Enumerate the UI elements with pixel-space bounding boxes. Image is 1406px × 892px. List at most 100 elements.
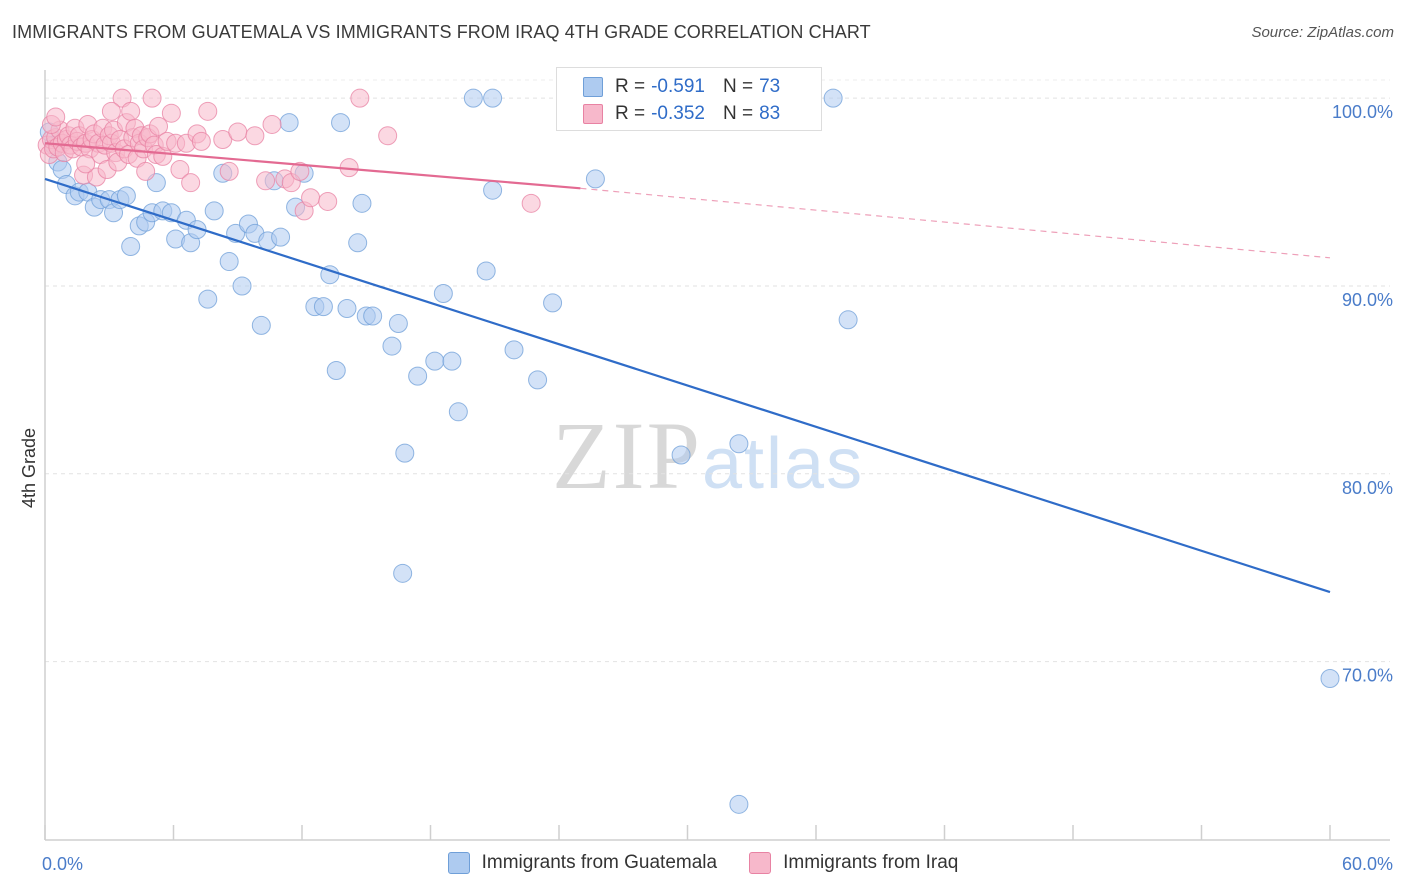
guatemala-point [337,299,357,319]
legend-item-guatemala[interactable]: Immigrants from Guatemala [447,852,718,874]
guatemala-point [408,366,428,386]
iraq-trend-extension [580,187,1331,259]
iraq-point [228,122,248,142]
iraq-trend-line [44,142,581,190]
guatemala-point [483,88,503,108]
iraq-point [245,126,265,146]
tick-labels: 70.0% 80.0% 90.0% 100.0% 0.0% 60.0% [42,102,1393,874]
y-tick-label: 90.0% [1342,290,1393,310]
iraq-point [318,191,338,211]
guatemala-point [363,306,383,326]
n-label: N = [722,76,754,97]
guatemala-point [326,360,346,380]
y-tick-label: 80.0% [1342,478,1393,498]
series-legend: Immigrants from Guatemala Immigrants fro… [0,852,1406,874]
iraq-point [181,173,201,193]
legend-swatch-iraq [583,104,603,124]
source-label: Source: ZipAtlas.com [1251,24,1394,41]
trend-lines [44,142,1331,594]
legend-item-iraq[interactable]: Immigrants from Iraq [749,852,958,874]
n-value: 73 [759,76,781,97]
guatemala-point [729,794,749,814]
legend-label-iraq: Immigrants from Iraq [783,852,959,873]
guatemala-point [232,276,252,296]
guatemala-point [1320,668,1340,688]
iraq-point [521,193,541,213]
guatemala-point [671,445,691,465]
x-tick-label: 0.0% [42,854,83,874]
guatemala-point [504,340,524,360]
r-label: R = [615,103,646,124]
guatemala-trend-line [44,177,1331,594]
guatemala-point [463,88,483,108]
guatemala-point [198,289,218,309]
guatemala-point [483,180,503,200]
y-tick-label: 70.0% [1342,666,1393,686]
stats-legend: R = -0.591 N = 73 R = -0.352 N = 83 [556,67,822,131]
guatemala-point [448,402,468,422]
guatemala-point [393,563,413,583]
iraq-point [101,101,121,121]
guatemala-point [585,169,605,189]
guatemala-point [838,310,858,330]
iraq-point [142,88,162,108]
data-points [37,88,1340,814]
iraq-point [112,88,132,108]
guatemala-point [476,261,496,281]
legend-swatch-iraq [749,852,772,874]
iraq-point [198,101,218,121]
guatemala-point [219,252,239,272]
guatemala-point [433,283,453,303]
legend-label-guatemala: Immigrants from Guatemala [481,852,718,873]
n-label: N = [722,103,754,124]
guatemala-point [271,227,291,247]
guatemala-point [425,351,445,371]
guatemala-point [279,113,299,133]
stats-row-iraq: R = -0.352 N = 83 [583,101,780,127]
r-value: -0.591 [651,76,705,97]
iraq-point [161,103,181,123]
iraq-point [290,161,310,181]
iraq-point [256,171,276,191]
r-value: -0.352 [651,103,705,124]
r-label: R = [615,76,646,97]
x-tick-label: 60.0% [1342,854,1393,874]
iraq-point [191,131,211,151]
guatemala-point [348,233,368,253]
watermark-atlas: atlas [702,424,865,504]
iraq-point [219,161,239,181]
guatemala-point [395,443,415,463]
iraq-point [301,188,321,208]
iraq-point [378,126,398,146]
guatemala-point [823,88,843,108]
guatemala-point [388,314,408,334]
guatemala-point [251,315,271,335]
n-value: 83 [759,103,781,124]
guatemala-point [204,201,224,221]
guatemala-point [729,434,749,454]
guatemala-point [331,113,351,133]
iraq-point [262,114,282,134]
iraq-point [213,129,233,149]
chart-title: IMMIGRANTS FROM GUATEMALA VS IMMIGRANTS … [12,22,871,42]
guatemala-point [528,370,548,390]
iraq-point [170,160,190,180]
iraq-point [121,101,141,121]
iraq-point [76,154,96,174]
grid-lines [45,79,1390,663]
guatemala-point [313,297,333,317]
guatemala-point [121,237,141,257]
axes [44,70,1390,841]
guatemala-point [382,336,402,356]
iraq-point [149,116,169,136]
iraq-point [46,107,66,127]
iraq-point [136,161,156,181]
guatemala-point [442,351,462,371]
y-axis-title: 4th Grade [19,428,39,508]
legend-swatch-guatemala [583,77,603,97]
stats-row-guatemala: R = -0.591 N = 73 [583,74,780,100]
y-tick-label: 100.0% [1332,102,1393,122]
iraq-point [350,88,370,108]
legend-swatch-guatemala [447,852,470,874]
